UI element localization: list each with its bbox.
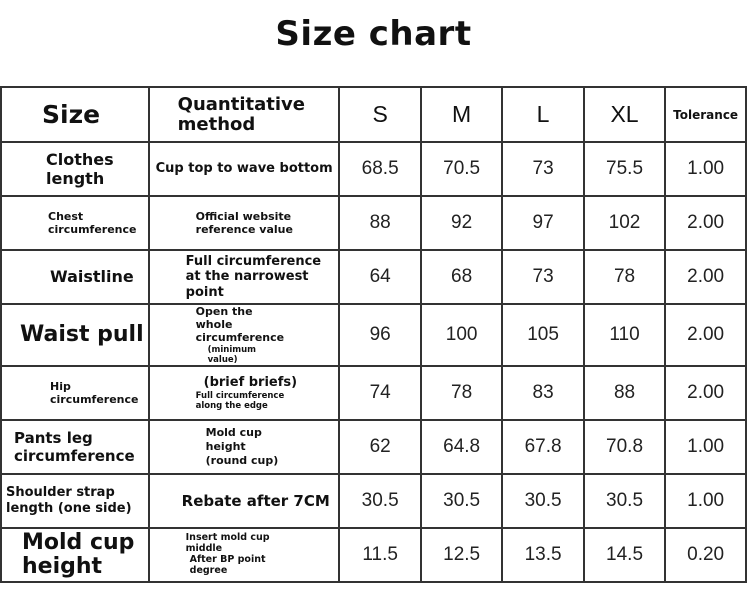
- value-l: 73: [501, 141, 585, 197]
- value-m: 12.5: [419, 526, 504, 583]
- page-title: Size chart: [275, 14, 472, 54]
- value-l: 13.5: [501, 526, 585, 583]
- table-row: Mold cup height Insert mold cup middle Af…: [0, 526, 747, 583]
- header-tolerance: Tolerance: [664, 86, 747, 143]
- value-m: 100: [419, 303, 504, 367]
- value-l: 30.5: [501, 472, 585, 529]
- value-l: 105: [501, 303, 585, 367]
- value-tolerance: 2.00: [664, 303, 747, 367]
- row-method: Open the whole circumference (minimum val…: [147, 303, 341, 367]
- value-s: 68.5: [338, 141, 422, 197]
- value-l: 83: [501, 364, 585, 421]
- value-xl: 70.8: [582, 418, 667, 475]
- value-m: 30.5: [419, 472, 504, 529]
- value-xl: 30.5: [582, 472, 667, 529]
- value-s: 62: [338, 418, 422, 475]
- method-main: Insert mold cup middle: [185, 532, 270, 555]
- table-row: Shoulder strap length (one side) Rebate …: [0, 472, 747, 529]
- table-row: Clothes length Cup top to wave bottom 68…: [0, 141, 747, 197]
- value-xl: 102: [582, 195, 667, 251]
- row-name: Clothes length: [0, 141, 150, 197]
- value-tolerance: 2.00: [664, 195, 747, 251]
- value-tolerance: 0.20: [664, 526, 747, 583]
- value-tolerance: 2.00: [664, 249, 747, 305]
- method-main: (brief briefs): [203, 374, 298, 390]
- value-tolerance: 1.00: [664, 472, 747, 529]
- header-size: Size: [0, 86, 150, 143]
- row-method: Cup top to wave bottom: [147, 141, 341, 197]
- header-row: Size Quantitative method S M L XL Tolera…: [0, 86, 747, 143]
- row-name: Pants leg circumference: [0, 418, 150, 475]
- table-row: Hip circumference (brief briefs) Full cir…: [0, 364, 747, 421]
- row-method: Rebate after 7CM: [147, 472, 341, 529]
- header-size-m: M: [419, 86, 504, 143]
- header-method: Quantitative method: [147, 86, 341, 143]
- row-name: Shoulder strap length (one side): [0, 472, 150, 529]
- row-method: Official website reference value: [147, 195, 341, 251]
- row-name: Mold cup height: [0, 526, 150, 583]
- value-m: 78: [419, 364, 504, 421]
- row-name: Hip circumference: [0, 364, 150, 421]
- value-xl: 88: [582, 364, 667, 421]
- row-name: Chest circumference: [0, 195, 150, 251]
- value-m: 64.8: [419, 418, 504, 475]
- table-row: Waistline Full circumference at the narr…: [0, 249, 747, 305]
- value-s: 74: [338, 364, 422, 421]
- value-s: 64: [338, 249, 422, 305]
- row-name: Waist pull: [0, 303, 150, 367]
- value-tolerance: 2.00: [664, 364, 747, 421]
- table-row: Chest circumference Official website ref…: [0, 195, 747, 251]
- value-s: 30.5: [338, 472, 422, 529]
- value-tolerance: 1.00: [664, 141, 747, 197]
- method-main: Open the whole circumference: [195, 305, 285, 345]
- row-method: Insert mold cup middle After BP point deg…: [147, 526, 341, 583]
- value-m: 68: [419, 249, 504, 305]
- row-name: Waistline: [0, 249, 150, 305]
- value-tolerance: 1.00: [664, 418, 747, 475]
- value-xl: 75.5: [582, 141, 667, 197]
- value-xl: 14.5: [582, 526, 667, 583]
- row-method: Full circumference at the narrowest poin…: [147, 249, 341, 305]
- header-size-s: S: [338, 86, 422, 143]
- value-l: 67.8: [501, 418, 585, 475]
- table-row: Waist pull Open the whole circumference(…: [0, 303, 747, 367]
- method-note: (minimum value): [207, 344, 257, 365]
- value-s: 88: [338, 195, 422, 251]
- value-m: 92: [419, 195, 504, 251]
- value-m: 70.5: [419, 141, 504, 197]
- header-size-xl: XL: [582, 86, 667, 143]
- method-note: Full circumference along the edge: [195, 390, 285, 411]
- size-chart-table: Size Quantitative method S M L XL Tolera…: [0, 86, 747, 583]
- method-note: After BP point degree: [189, 553, 266, 576]
- table-row: Pants leg circumference Mold cup height …: [0, 418, 747, 475]
- value-xl: 110: [582, 303, 667, 367]
- value-l: 73: [501, 249, 585, 305]
- value-l: 97: [501, 195, 585, 251]
- value-s: 11.5: [338, 526, 422, 583]
- value-s: 96: [338, 303, 422, 367]
- header-size-l: L: [501, 86, 585, 143]
- row-method: Mold cup height (round cup): [147, 418, 341, 475]
- value-xl: 78: [582, 249, 667, 305]
- row-method: (brief briefs) Full circumference along t…: [147, 364, 341, 421]
